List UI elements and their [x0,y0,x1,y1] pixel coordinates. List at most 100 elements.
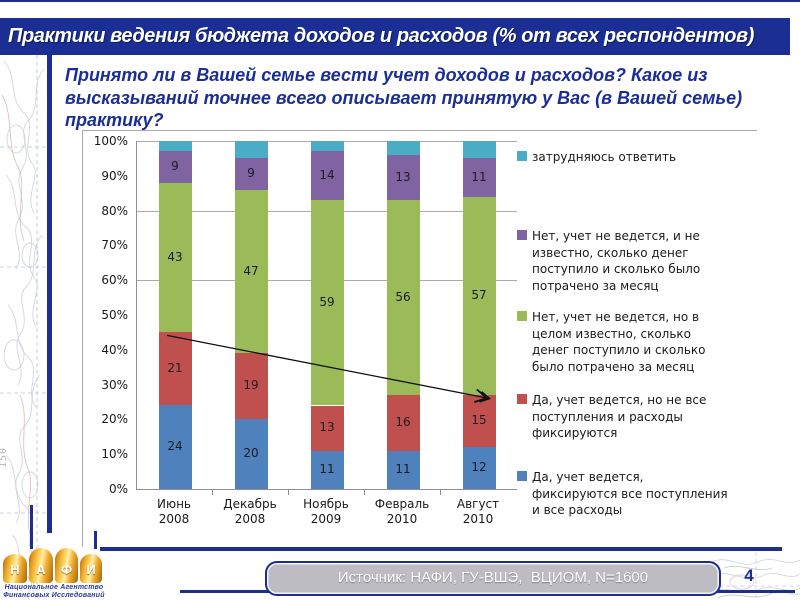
bar-segment: 13 [310,405,344,451]
bar-value-label: 9 [171,159,179,174]
source-label: Источник: НАФИ, ГУ-ВШЭ, ВЦИОМ, N=1600 [337,569,649,586]
x-axis-label: Август 2010 [456,497,500,526]
slide-title-bar: Практики ведения бюджета доходов и расхо… [0,18,790,55]
bar-segment: 59 [310,200,344,406]
y-axis-label: 70% [101,238,128,253]
bar-value-label: 13 [319,420,335,435]
y-axis-label: 0% [108,482,128,496]
bar-value-label: 11 [471,169,487,184]
x-axis-tick [364,490,365,495]
bar-value-label: 47 [243,263,259,278]
bar-value-label: 15 [471,413,487,428]
slide-title: Практики ведения бюджета доходов и расхо… [8,25,754,47]
logo-subtitle: Национальное Агентство Финансовых Исслед… [2,584,106,600]
top-border-line [0,0,800,2]
left-vertical-rule-short [30,505,33,549]
logo-letter-block: И [80,554,102,583]
bar-segment: 57 [462,196,496,396]
bar-value-label: 16 [395,414,411,429]
bar-segment [310,141,344,152]
bar-segment: 14 [310,151,344,201]
bar-segment: 21 [158,332,192,406]
map-texture-left [0,55,47,600]
bar-segment: 9 [158,151,192,183]
bar-segment: 15 [462,395,496,448]
page-number: 4 [744,566,754,585]
bar-segment: 13 [386,154,420,201]
y-axis-label: 30% [101,377,128,392]
bar-value-label: 59 [319,294,335,309]
source-box: Источник: НАФИ, ГУ-ВШЭ, ВЦИОМ, N=1600 [265,561,721,596]
legend-swatch [517,471,527,481]
bar-value-label: 20 [243,446,259,461]
legend-label: Нет, учет не ведется, и не известно, ско… [532,229,701,293]
left-vertical-rule [47,55,52,533]
x-axis-label: Июнь 2008 [157,497,191,526]
logo-subtitle-line-2: Финансовых Исследований [3,592,105,599]
bar-segment [462,141,496,159]
bar-segment [158,141,192,152]
bar-segment: 47 [234,189,268,354]
bar-segment: 43 [158,182,192,333]
legend-swatch [517,230,527,240]
y-axis-label: 20% [101,412,128,427]
y-axis-label: 90% [101,168,128,183]
legend-label: Да, учет ведется, но не все поступления … [532,393,707,440]
bar-segment: 12 [462,447,496,489]
x-axis-label: Февраль 2010 [374,497,430,526]
y-axis-label: 10% [101,447,128,462]
logo-letter-block: Н [3,554,27,583]
bar-segment: 24 [158,405,192,489]
bar-value-label: 9 [247,166,255,181]
legend-swatch [517,311,527,321]
bar-value-label: 13 [395,169,411,184]
bar-segment [386,141,420,155]
bar-segment: 16 [386,395,420,451]
bar-segment: 20 [234,419,268,489]
x-axis-label: Декабрь 2008 [223,497,277,526]
bar-segment: 19 [234,353,268,420]
logo-letter-block: Ф [55,548,78,583]
legend-label: Да, учет ведется, фиксируются все поступ… [532,470,728,517]
bar-segment: 9 [234,158,268,190]
question-line-3: практику? [65,110,164,130]
x-axis-tick [212,490,213,495]
x-axis-tick [440,490,441,495]
bar-value-label: 43 [167,249,183,264]
bar-segment: 11 [386,450,420,489]
chart-plot-area: 24 21 43 9 20 19 47 9 11 13 59 14 11 16 56 13 12 15 57 11 [136,141,517,490]
bar-segment [234,141,268,159]
footer-rule-nub [94,531,97,549]
legend-swatch [517,394,527,404]
x-axis-label: Ноябрь 2009 [303,497,349,526]
chart-frame-left [82,130,83,547]
bar-value-label: 11 [395,461,411,476]
bar-value-label: 57 [471,287,487,302]
bar-value-label: 19 [243,378,259,393]
y-axis-label: 80% [101,203,128,218]
legend-swatch [517,151,527,161]
bar-segment: 11 [310,450,344,489]
bar-segment: 56 [386,200,420,396]
bar-value-label: 12 [471,460,487,475]
footer-horizontal-rule [100,547,782,551]
legend-label: затрудняюсь ответить [532,150,677,164]
bar-segment: 11 [462,158,496,197]
bar-value-label: 24 [167,439,183,454]
x-axis-tick [288,490,289,495]
legend-label: Нет, учет не ведется, но в целом известн… [532,310,706,374]
question-line-1: Принято ли в Вашей семье вести учет дохо… [65,65,708,85]
logo-letter-block: А [29,548,53,583]
y-axis-label: 60% [101,273,128,288]
logo-subtitle-line-1: Национальное Агентство [4,584,104,591]
bar-value-label: 21 [167,360,183,375]
question-text: Принято ли в Вашей семье вести учет дохо… [65,64,775,132]
bar-value-label: 14 [319,167,335,182]
bar-value-label: 56 [395,289,411,304]
question-line-2: высказываний точнее всего описывает прин… [65,87,743,108]
y-axis-label: 50% [101,308,128,322]
y-axis-label: 40% [101,342,128,357]
